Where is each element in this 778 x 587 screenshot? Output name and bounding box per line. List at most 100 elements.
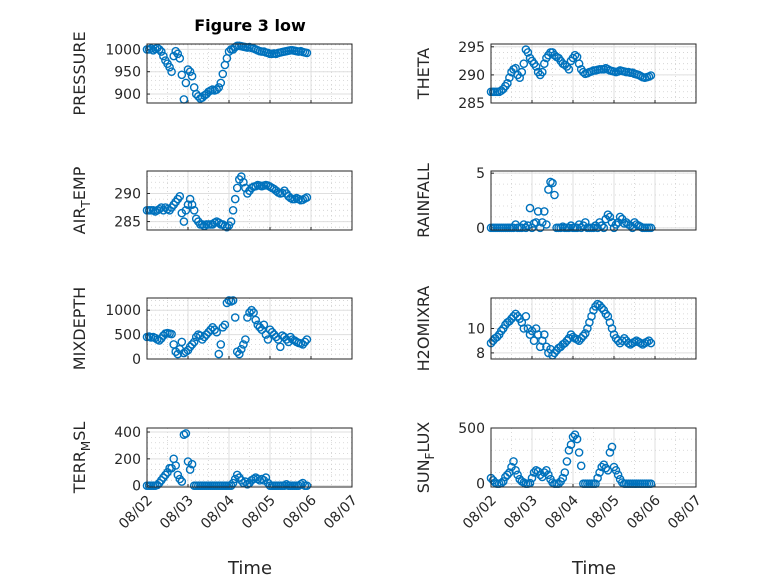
data-point bbox=[568, 432, 578, 442]
y-axis-label: PRESSURE bbox=[70, 31, 89, 115]
data-point bbox=[505, 316, 514, 326]
data-point bbox=[533, 330, 543, 339]
y-tick-label: 0 bbox=[132, 479, 141, 495]
data-point bbox=[247, 305, 256, 315]
data-point bbox=[503, 470, 512, 480]
panel-rainfall: 0 5 RAINFALL bbox=[414, 163, 697, 238]
data-point bbox=[218, 322, 228, 332]
data-point bbox=[562, 336, 572, 346]
data-point bbox=[183, 200, 193, 209]
data-point bbox=[212, 85, 221, 94]
data-point bbox=[605, 212, 615, 222]
x-tick-label: 08/05 bbox=[239, 493, 279, 533]
data-point bbox=[232, 183, 242, 193]
data-point bbox=[605, 448, 615, 457]
data-point bbox=[564, 445, 574, 455]
data-point bbox=[187, 200, 197, 209]
panel-air_temp: 285 290 AIRTEMP bbox=[70, 166, 353, 234]
data-point bbox=[245, 308, 254, 317]
data-point bbox=[183, 65, 193, 74]
data-point bbox=[570, 50, 580, 60]
data-point bbox=[531, 62, 541, 71]
data-point bbox=[185, 342, 195, 352]
data-point bbox=[228, 296, 238, 305]
x-axis-label-right: Time bbox=[571, 558, 616, 579]
data-point bbox=[542, 220, 551, 229]
data-point bbox=[593, 223, 602, 233]
data-point bbox=[531, 218, 541, 227]
data-point bbox=[589, 223, 598, 233]
data-point bbox=[216, 78, 226, 88]
x-tick-label: 08/03 bbox=[157, 493, 197, 533]
y-axis-label: AIRTEMP bbox=[70, 166, 93, 234]
data-point bbox=[597, 221, 607, 230]
data-point bbox=[576, 333, 586, 343]
data-point bbox=[230, 313, 240, 322]
data-point bbox=[521, 223, 531, 233]
data-point bbox=[513, 311, 522, 321]
y-axis-label: MIXDEPTH bbox=[70, 287, 89, 370]
data-point bbox=[562, 457, 572, 466]
data-point bbox=[282, 479, 291, 489]
x-tick-label: 08/04 bbox=[542, 492, 582, 532]
data-point bbox=[560, 468, 570, 477]
y-axis-label: H2OMIXRA bbox=[414, 286, 433, 372]
data-point bbox=[529, 336, 539, 346]
data-point bbox=[302, 48, 312, 58]
data-point bbox=[187, 459, 197, 469]
data-point bbox=[564, 65, 574, 74]
data-point bbox=[509, 457, 518, 466]
data-point bbox=[148, 46, 158, 55]
data-point bbox=[185, 465, 195, 474]
data-point bbox=[646, 223, 656, 233]
data-point bbox=[257, 325, 267, 335]
data-point bbox=[177, 477, 187, 486]
data-point bbox=[564, 223, 574, 233]
data-point bbox=[298, 340, 308, 349]
data-point bbox=[154, 336, 164, 345]
data-point bbox=[519, 324, 529, 333]
data-point bbox=[177, 337, 187, 347]
data-point bbox=[296, 479, 306, 489]
data-point bbox=[249, 308, 258, 317]
x-axis-label-left: Time bbox=[227, 558, 272, 579]
data-point bbox=[197, 335, 207, 344]
data-point bbox=[177, 70, 187, 80]
data-point bbox=[515, 73, 525, 82]
y-tick-label: 8 bbox=[476, 346, 485, 362]
data-point bbox=[595, 300, 604, 310]
data-point bbox=[611, 465, 621, 475]
data-point bbox=[251, 315, 260, 325]
y-tick-label: 290 bbox=[458, 68, 485, 84]
data-point bbox=[236, 344, 246, 354]
data-point bbox=[581, 218, 590, 227]
data-point bbox=[581, 329, 590, 338]
data-point bbox=[538, 218, 547, 227]
data-point bbox=[576, 223, 586, 233]
data-point bbox=[646, 338, 656, 348]
data-point bbox=[570, 430, 580, 440]
data-point bbox=[241, 335, 250, 344]
data-point bbox=[179, 217, 189, 226]
panel-pressure: 900 950 1000 PRESSURE bbox=[70, 31, 353, 116]
data-point bbox=[579, 67, 588, 77]
data-point bbox=[535, 470, 545, 480]
y-tick-label: 1000 bbox=[105, 303, 141, 319]
data-point bbox=[611, 220, 621, 229]
data-point bbox=[234, 349, 244, 359]
y-tick-label: 290 bbox=[114, 186, 141, 202]
y-tick-label: 500 bbox=[114, 328, 141, 344]
y-tick-label: 10 bbox=[467, 322, 485, 338]
data-point bbox=[165, 62, 174, 72]
data-point bbox=[175, 191, 185, 201]
axes-frame bbox=[490, 43, 697, 104]
data-point bbox=[597, 303, 607, 313]
plot-background bbox=[491, 171, 696, 230]
x-tick-label: 08/05 bbox=[583, 493, 623, 533]
data-point bbox=[280, 481, 289, 491]
data-point bbox=[197, 220, 207, 229]
data-point bbox=[302, 481, 312, 491]
data-point bbox=[210, 325, 219, 335]
data-point bbox=[189, 337, 199, 347]
